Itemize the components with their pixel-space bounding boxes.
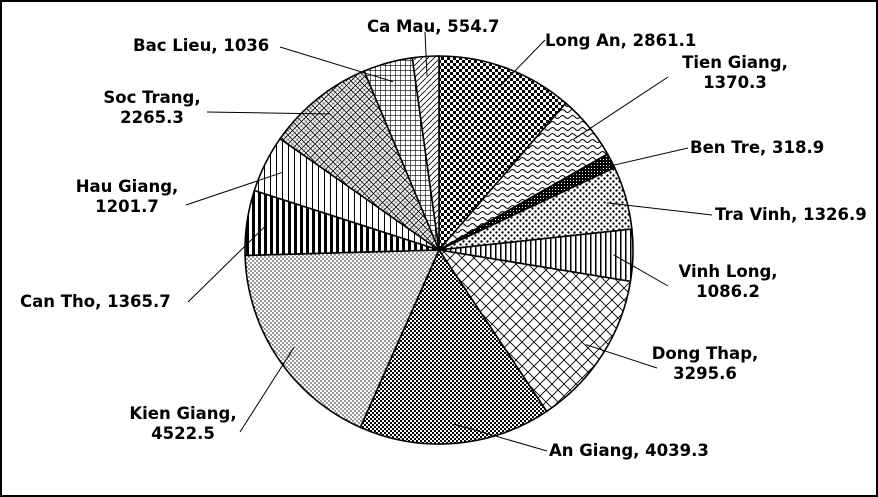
label-soc-trang: Soc Trang, 2265.3 [103, 88, 200, 127]
slice-an-giang [359, 248, 548, 445]
leader-line-tien-giang [573, 76, 669, 140]
label-dong-thap: Dong Thap, 3295.6 [652, 344, 759, 383]
label-ca-mau: Ca Mau, 554.7 [367, 17, 500, 36]
slice-long-an [438, 55, 567, 253]
leader-line-kien-giang [239, 347, 295, 433]
label-can-tho: Can Tho, 1365.7 [20, 292, 171, 311]
label-hau-giang: Hau Giang, 1201.7 [76, 177, 179, 216]
label-long-an: Long An, 2861.1 [545, 31, 696, 50]
pie-slices [244, 55, 634, 445]
leader-line-tra-vinh [607, 202, 713, 216]
leader-line-vinh-long [613, 254, 669, 287]
label-leader-lines [185, 31, 713, 452]
label-kien-giang: Kien Giang, 4522.5 [129, 404, 236, 443]
label-vinh-long: Vinh Long, 1086.2 [678, 262, 777, 301]
slice-soc-trang [278, 69, 441, 253]
label-tien-giang: Tien Giang, 1370.3 [682, 53, 788, 92]
label-tra-vinh: Tra Vinh, 1326.9 [715, 205, 867, 224]
leader-line-soc-trang [206, 111, 330, 115]
label-ben-tre: Ben Tre, 318.9 [690, 138, 824, 157]
leader-line-ben-tre [593, 147, 689, 171]
leader-line-hau-giang [185, 171, 283, 206]
slice-kien-giang [244, 249, 441, 429]
leader-line-an-giang [453, 423, 548, 452]
label-an-giang: An Giang, 4039.3 [549, 441, 709, 460]
leader-line-bac-lieu [279, 46, 394, 83]
leader-line-dong-thap [585, 344, 658, 369]
label-bac-lieu: Bac Lieu, 1036 [133, 36, 269, 55]
leader-line-can-tho [187, 224, 267, 303]
leader-line-long-an [499, 39, 546, 87]
slice-dong-thap [437, 248, 632, 413]
slice-labels: Long An, 2861.1 Tien Giang, 1370.3 Ben Tre,… [20, 17, 867, 460]
leader-line-ca-mau [424, 31, 428, 76]
